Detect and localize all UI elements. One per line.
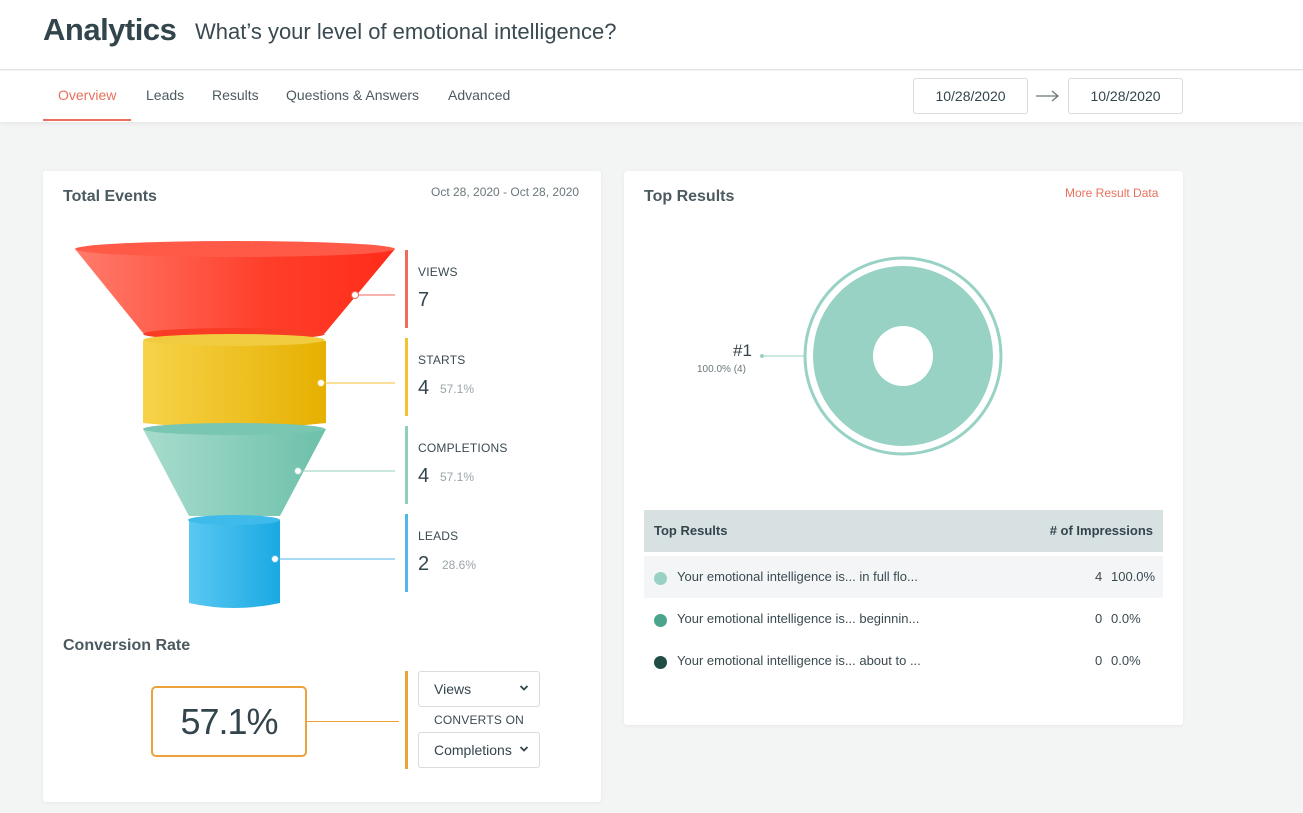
completions-label: COMPLETIONS bbox=[418, 441, 508, 455]
chevron-down-icon bbox=[519, 746, 529, 752]
result-name: Your emotional intelligence is... about … bbox=[677, 653, 921, 668]
total-events-card: Total Events Oct 28, 2020 - Oct 28, 2020 bbox=[43, 171, 601, 802]
starts-stage-bar bbox=[405, 338, 408, 416]
donut-label: #1 bbox=[733, 341, 752, 360]
leads-value: 2 bbox=[418, 553, 430, 575]
result-pct: 100.0% bbox=[1111, 569, 1156, 584]
tab-questions-answers[interactable]: Questions & Answers bbox=[286, 87, 420, 103]
result-color-dot bbox=[654, 614, 667, 627]
funnel-starts-segment bbox=[143, 334, 326, 428]
leads-label: LEADS bbox=[418, 529, 459, 543]
quiz-title: What’s your level of emotional intellige… bbox=[195, 19, 617, 44]
starts-label: STARTS bbox=[418, 353, 466, 367]
table-row[interactable]: Your emotional intelligence is... about … bbox=[644, 640, 1163, 682]
donut-sublabel: 100.0% (4) bbox=[697, 364, 746, 375]
completions-stage-bar bbox=[405, 426, 408, 504]
funnel-completions-segment bbox=[143, 423, 326, 516]
conversion-rate-value: 57.1% bbox=[151, 686, 307, 757]
donut-hole bbox=[873, 326, 933, 386]
leads-pct: 28.6% bbox=[442, 558, 477, 572]
starts-value: 4 bbox=[418, 377, 430, 399]
total-events-title: Total Events bbox=[63, 188, 157, 205]
top-results-donut-chart bbox=[760, 256, 1003, 456]
result-count: 0 bbox=[1095, 653, 1103, 668]
tab-bar: Overview Leads Results Questions & Answe… bbox=[0, 71, 1303, 122]
column-header-result: Top Results bbox=[654, 523, 728, 538]
tab-leads[interactable]: Leads bbox=[146, 87, 185, 103]
conversion-rate-title: Conversion Rate bbox=[63, 637, 191, 654]
events-date-range: Oct 28, 2020 - Oct 28, 2020 bbox=[431, 185, 580, 199]
funnel-leads-segment bbox=[188, 515, 280, 608]
result-name: Your emotional intelligence is... in ful… bbox=[677, 569, 918, 584]
page-header: Analytics What’s your level of emotional… bbox=[0, 0, 1303, 70]
results-table-header: Top Results # of Impressions bbox=[644, 510, 1163, 552]
result-count: 0 bbox=[1095, 611, 1103, 626]
completions-value: 4 bbox=[418, 465, 430, 487]
top-results-title: Top Results bbox=[644, 188, 735, 205]
donut-label-dot bbox=[760, 354, 764, 358]
leads-stage-bar bbox=[405, 514, 408, 592]
result-name: Your emotional intelligence is... beginn… bbox=[677, 611, 920, 626]
result-color-dot bbox=[654, 572, 667, 585]
page-title: Analytics bbox=[43, 12, 177, 47]
result-color-dot bbox=[654, 656, 667, 669]
converts-on-label: CONVERTS ON bbox=[434, 713, 524, 727]
result-pct: 0.0% bbox=[1111, 611, 1141, 626]
from-event-select[interactable]: Views bbox=[418, 671, 540, 707]
result-count: 4 bbox=[1095, 569, 1103, 584]
top-results-card: Top Results More Result Data #1 100.0% (… bbox=[624, 171, 1183, 725]
views-label: VIEWS bbox=[418, 265, 458, 279]
to-event-select[interactable]: Completions bbox=[418, 732, 540, 768]
tab-overview[interactable]: Overview bbox=[43, 71, 132, 121]
result-pct: 0.0% bbox=[1111, 653, 1141, 668]
views-stage-bar bbox=[405, 250, 408, 328]
conversion-bar bbox=[405, 671, 408, 769]
tab-results[interactable]: Results bbox=[212, 87, 259, 103]
conversion-connector bbox=[307, 721, 399, 722]
chevron-down-icon bbox=[519, 685, 529, 691]
starts-pct: 57.1% bbox=[440, 382, 475, 396]
table-row[interactable]: Your emotional intelligence is... beginn… bbox=[644, 598, 1163, 640]
to-event-select-value: Completions bbox=[434, 742, 512, 758]
end-date-input[interactable]: 10/28/2020 bbox=[1068, 78, 1183, 114]
table-row[interactable]: Your emotional intelligence is... in ful… bbox=[644, 556, 1163, 598]
completions-pct: 57.1% bbox=[440, 470, 475, 484]
arrow-right-icon bbox=[1036, 90, 1060, 102]
funnel-chart bbox=[75, 241, 395, 608]
start-date-input[interactable]: 10/28/2020 bbox=[913, 78, 1028, 114]
funnel-views-segment bbox=[75, 241, 395, 340]
more-result-data-link[interactable]: More Result Data bbox=[1065, 186, 1159, 200]
from-event-select-value: Views bbox=[434, 681, 472, 697]
tab-advanced[interactable]: Advanced bbox=[448, 87, 511, 103]
column-header-impressions: # of Impressions bbox=[1049, 523, 1153, 538]
views-value: 7 bbox=[418, 289, 430, 311]
